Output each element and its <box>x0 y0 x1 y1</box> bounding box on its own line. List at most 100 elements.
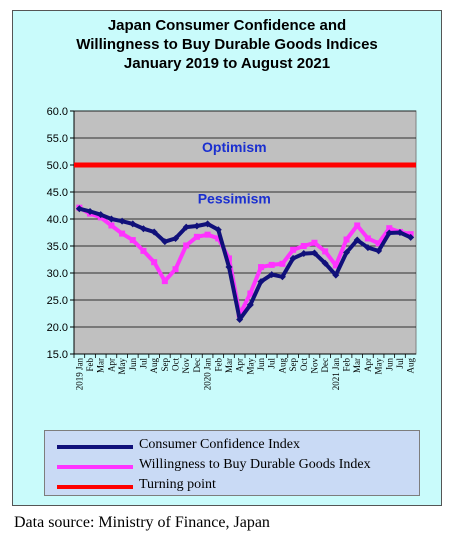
data-point-willingness <box>311 239 318 246</box>
data-point-confidence <box>236 315 244 323</box>
data-point-willingness <box>193 233 200 240</box>
legend-item-confidence: Consumer Confidence Index <box>45 437 421 455</box>
x-tick-label: Apr <box>106 358 116 372</box>
data-point-confidence <box>139 225 147 233</box>
legend: Consumer Confidence Index Willingness to… <box>44 430 420 496</box>
x-tick-label: May <box>245 358 255 375</box>
x-tick-label: Sep <box>160 358 170 372</box>
x-tick-label: Feb <box>342 358 352 372</box>
x-tick-label: Jun <box>128 358 138 371</box>
data-point-confidence <box>225 263 233 271</box>
x-tick-label: 2019 Jan <box>74 358 84 391</box>
data-point-willingness <box>151 259 158 266</box>
x-tick-label: May <box>117 358 127 375</box>
legend-label-willingness: Willingness to Buy Durable Goods Index <box>139 457 371 472</box>
title-line-1: Japan Consumer Confidence and <box>107 17 347 34</box>
x-tick-label: 2020 Jan <box>203 358 213 391</box>
data-point-confidence <box>375 247 383 255</box>
x-tick-label: Aug <box>277 358 287 374</box>
data-point-willingness <box>268 261 275 268</box>
x-tick-label: Mar <box>96 358 106 373</box>
x-tick-label: Aug <box>149 358 159 374</box>
data-point-willingness <box>225 255 232 262</box>
x-tick-label: 2021 Jan <box>331 358 341 391</box>
data-point-confidence <box>172 234 180 242</box>
data-source-note: Data source: Ministry of Finance, Japan <box>14 514 270 531</box>
y-tick-label: 60.0 <box>47 106 68 118</box>
data-point-confidence <box>321 259 329 267</box>
data-point-willingness <box>129 237 136 244</box>
x-tick-label: Jul <box>267 358 277 369</box>
x-tick-label: Jun <box>384 358 394 371</box>
data-point-confidence <box>129 220 137 228</box>
data-point-willingness <box>183 242 190 249</box>
data-point-willingness <box>364 235 371 242</box>
x-tick-label: Dec <box>192 358 202 373</box>
x-tick-label: May <box>374 358 384 375</box>
y-tick-label: 55.0 <box>47 133 68 145</box>
data-point-willingness <box>386 225 393 232</box>
data-point-confidence <box>343 248 351 256</box>
data-point-confidence <box>332 271 340 279</box>
y-tick-label: 25.0 <box>47 295 68 307</box>
x-tick-label: Aug <box>406 358 416 374</box>
data-point-confidence <box>204 220 212 228</box>
data-point-confidence <box>75 205 83 213</box>
data-point-confidence <box>364 244 372 252</box>
data-point-confidence <box>353 236 361 244</box>
data-point-confidence <box>86 207 94 215</box>
data-point-willingness <box>354 222 361 229</box>
y-tick-label: 15.0 <box>47 349 68 361</box>
x-tick-label: Jul <box>395 358 405 369</box>
data-point-confidence <box>118 217 126 225</box>
title-line-2: Willingness to Buy Durable Goods Indices <box>76 36 378 53</box>
data-point-willingness <box>279 260 286 267</box>
data-point-confidence <box>150 228 158 236</box>
legend-swatch-confidence <box>57 445 133 449</box>
y-tick-label: 40.0 <box>47 214 68 226</box>
data-point-willingness <box>140 247 147 254</box>
x-tick-label: Oct <box>171 358 181 371</box>
data-point-willingness <box>172 266 179 273</box>
x-tick-label: Nov <box>181 358 191 374</box>
data-point-willingness <box>300 243 307 249</box>
data-point-confidence <box>407 233 415 241</box>
x-tick-label: Jul <box>138 358 148 369</box>
y-tick-label: 30.0 <box>47 268 68 280</box>
x-tick-label: Oct <box>299 358 309 371</box>
data-point-confidence <box>396 229 404 236</box>
x-tick-label: Apr <box>235 358 245 372</box>
x-tick-label: Feb <box>213 358 223 372</box>
y-tick-label: 20.0 <box>47 322 68 334</box>
data-point-willingness <box>204 231 211 238</box>
annotation-optimism: Optimism <box>202 139 267 155</box>
x-tick-label: Jun <box>256 358 266 371</box>
data-point-confidence <box>385 229 393 237</box>
x-tick-label: Nov <box>309 358 319 374</box>
data-point-confidence <box>257 278 265 286</box>
chart-title: Japan Consumer Confidence and Willingnes… <box>12 16 442 73</box>
x-tick-label: Dec <box>320 358 330 373</box>
data-point-willingness <box>108 222 115 229</box>
x-tick-label: Sep <box>288 358 298 372</box>
data-point-willingness <box>343 236 350 243</box>
data-point-willingness <box>322 248 329 255</box>
data-point-confidence <box>97 211 105 219</box>
data-point-willingness <box>258 264 265 271</box>
data-point-confidence <box>289 254 297 262</box>
data-point-confidence <box>161 238 169 246</box>
data-point-confidence <box>246 301 254 309</box>
annotation-pessimism: Pessimism <box>198 190 271 206</box>
data-point-confidence <box>107 215 115 223</box>
x-tick-label: Apr <box>363 358 373 372</box>
data-point-willingness <box>119 230 126 237</box>
title-line-3: January 2019 to August 2021 <box>123 55 331 72</box>
data-point-willingness <box>161 278 168 285</box>
data-point-confidence <box>300 250 308 258</box>
data-point-willingness <box>332 262 339 269</box>
legend-label-confidence: Consumer Confidence Index <box>139 437 300 452</box>
data-point-willingness <box>215 235 222 242</box>
legend-label-turning-point: Turning point <box>139 477 216 492</box>
legend-swatch-turning-point <box>57 485 133 489</box>
